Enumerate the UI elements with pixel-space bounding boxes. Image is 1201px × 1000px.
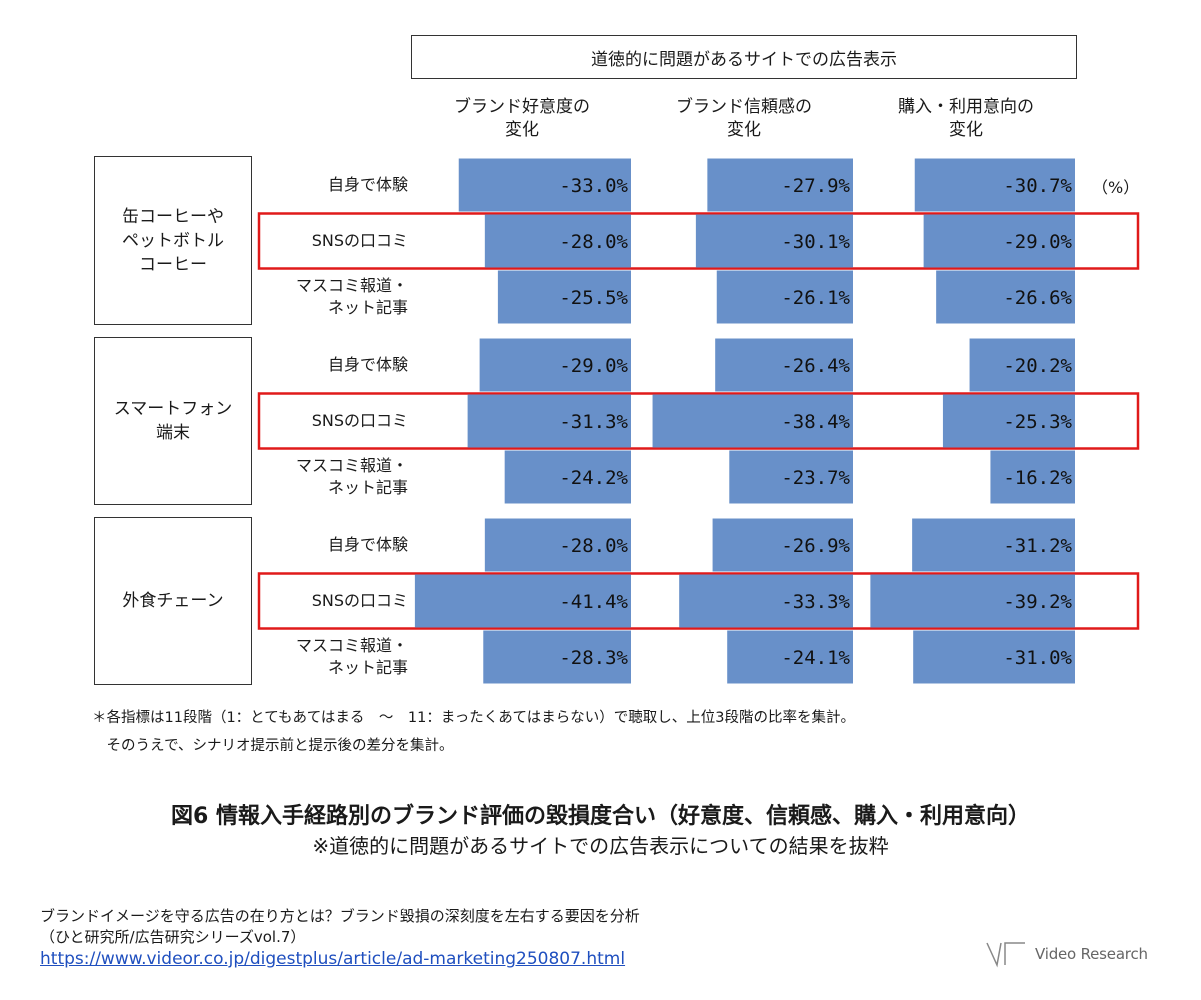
bar-chart: -33.0% -27.9% -30.7% -28.0% -30.1% -29.0% -25.… (257, 158, 1140, 684)
bar-data-label: -24.1% (781, 647, 850, 669)
logo-text: Video Research (1035, 945, 1148, 963)
bar (679, 574, 853, 628)
bar-data-label: -41.4% (559, 591, 628, 613)
category-box-restaurant: 外食チェーン (94, 517, 252, 685)
highlight-frame (257, 572, 1140, 630)
bar-data-label: -20.2% (1003, 355, 1072, 377)
bar-data-label: -39.2% (1003, 591, 1072, 613)
bar (483, 630, 631, 684)
bar (729, 450, 853, 504)
bar (942, 394, 1075, 448)
bar (652, 394, 853, 448)
row-label: 自身で体験 (327, 535, 408, 554)
bar (727, 630, 853, 684)
bar (912, 518, 1075, 572)
bar-data-label: -25.5% (559, 287, 628, 309)
bar-data-label: -33.0% (559, 175, 628, 197)
bar (707, 158, 853, 212)
highlight-frame (257, 392, 1140, 450)
bar-data-label: -28.3% (559, 647, 628, 669)
unit-label: （%） (1092, 178, 1140, 197)
category-box-smartphone: スマートフォン 端末 (94, 337, 252, 505)
bar (467, 394, 631, 448)
source-line-1: ブランドイメージを守る広告の在り方とは？ブランド毀損の深刻度を左右する要因を分析 (40, 907, 640, 925)
row-label: SNSの口コミ (311, 591, 408, 610)
bar (990, 450, 1075, 504)
bar-data-label: -25.3% (1003, 411, 1072, 433)
row-label: マスコミ報道・ ネット記事 (295, 456, 408, 497)
bar-data-label: -31.3% (559, 411, 628, 433)
video-research-logo: Video Research (985, 937, 1160, 971)
bar-data-label: -16.2% (1003, 467, 1072, 489)
bar (484, 214, 631, 268)
bar (716, 270, 853, 324)
metric-header-trust: ブランド信頼感の 変化 (676, 97, 812, 140)
bar-data-label: -33.3% (781, 591, 850, 613)
source-link[interactable]: https://www.videor.co.jp/digestplus/arti… (40, 949, 626, 969)
bar (870, 574, 1075, 628)
bar-data-label: -29.0% (559, 355, 628, 377)
chart-header-box: 道徳的に問題があるサイトでの広告表示 (411, 35, 1077, 79)
row-label: マスコミ報道・ ネット記事 (295, 276, 408, 317)
bar-data-label: -26.1% (781, 287, 850, 309)
row-label: 自身で体験 (327, 355, 408, 374)
bar (913, 630, 1075, 684)
bar-data-label: -30.1% (781, 231, 850, 253)
highlight-frame (257, 212, 1140, 270)
bar (712, 518, 853, 572)
row-label: 自身で体験 (327, 175, 408, 194)
bar-data-label: -30.7% (1003, 175, 1072, 197)
row-label: SNSの口コミ (311, 231, 408, 250)
bar (484, 518, 631, 572)
bar (695, 214, 853, 268)
bar-data-label: -26.9% (781, 535, 850, 557)
bar (479, 338, 631, 392)
bar (497, 270, 631, 324)
figure-subtitle: ※道徳的に問題があるサイトでの広告表示についての結果を抜粋 (312, 834, 889, 858)
logo-mark-icon (986, 942, 1025, 968)
category-box-coffee: 缶コーヒーや ペットボトル コーヒー (94, 156, 252, 325)
source-line-2: （ひと研究所/広告研究シリーズvol.7） (40, 928, 306, 946)
metric-header-purchase: 購入・利用意向の 変化 (898, 97, 1034, 140)
bar-data-label: -24.2% (559, 467, 628, 489)
bar-data-label: -26.4% (781, 355, 850, 377)
bar-data-label: -28.0% (559, 535, 628, 557)
bar (923, 214, 1075, 268)
chart-header: 道徳的に問題があるサイトでの広告表示 (591, 49, 897, 70)
note-line-2: そのうえで、シナリオ提示前と提示後の差分を集計。 (92, 738, 454, 754)
bar-data-label: -38.4% (781, 411, 850, 433)
bar-data-label: -28.0% (559, 231, 628, 253)
bar (715, 338, 853, 392)
bar-data-label: -27.9% (781, 175, 850, 197)
row-label: マスコミ報道・ ネット記事 (295, 636, 408, 677)
row-label: SNSの口コミ (311, 411, 408, 430)
bar-data-label: -29.0% (1003, 231, 1072, 253)
bar (936, 270, 1075, 324)
bar-data-label: -31.0% (1003, 647, 1072, 669)
bar (969, 338, 1075, 392)
bar (414, 574, 631, 628)
figure-title: 図6 情報入手経路別のブランド評価の毀損度合い（好意度、信頼感、購入・利用意向） (171, 804, 1030, 829)
bar-data-label: -31.2% (1003, 535, 1072, 557)
bar (504, 450, 631, 504)
metric-header-favorability: ブランド好意度の 変化 (454, 97, 590, 140)
bar (914, 158, 1075, 212)
bar-data-label: -26.6% (1003, 287, 1072, 309)
note-line-1: ＊各指標は11段階（1：とてもあてはまる ～ 11：まったくあてはまらない）で聴… (92, 710, 855, 726)
bar-data-label: -23.7% (781, 467, 850, 489)
bar (458, 158, 631, 212)
